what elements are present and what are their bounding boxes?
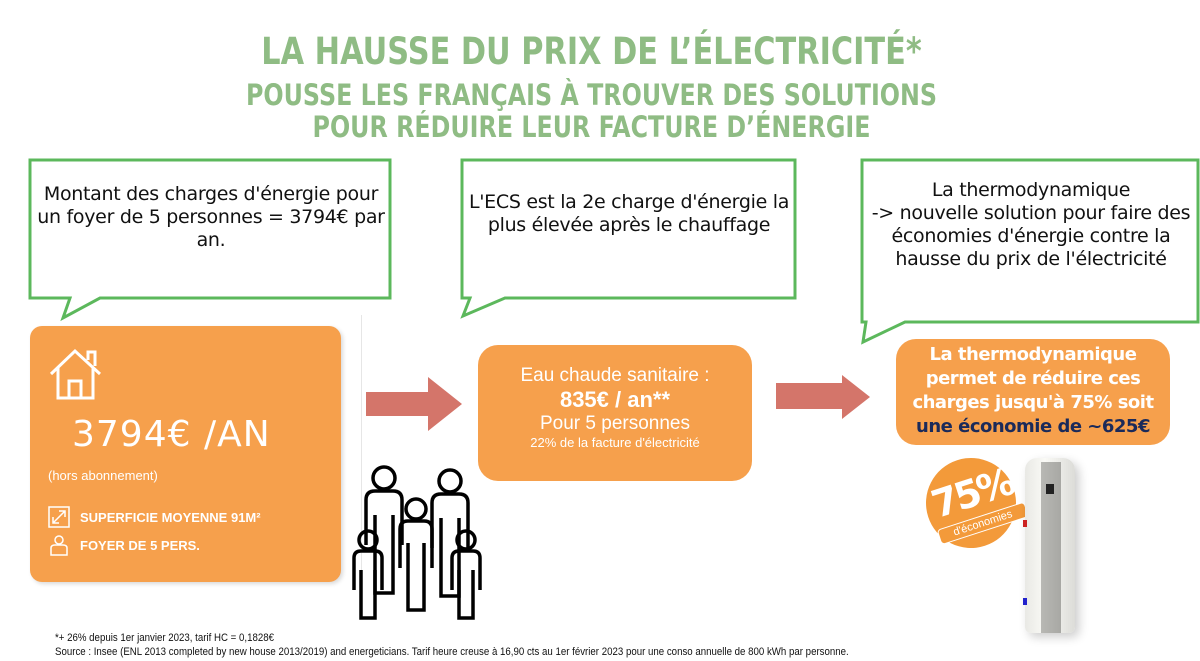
surface-label: SUPERFICIE MOYENNE 91M²: [80, 509, 261, 525]
callout-text-1: Montant des charges d'énergie pour un fo…: [37, 183, 385, 251]
callout-text-2: L'ECS est la 2e charge d'énergie la plus…: [468, 191, 790, 236]
callout-bubble-3: [860, 158, 1200, 345]
savings-amount: une économie de ~625€: [916, 416, 1150, 437]
callout-3-line-2: -> nouvelle solution pour faire des écon…: [871, 202, 1191, 270]
title-line-3: POUR RÉDUIRE LEUR FACTURE D’ÉNERGIE: [312, 110, 871, 144]
family-icon: [352, 465, 482, 620]
household-label: FOYER DE 5 PERS.: [80, 537, 200, 553]
person-icon: [50, 535, 68, 556]
savings-text: La thermodynamique permet de réduire ces…: [912, 344, 1154, 413]
divider: [361, 315, 362, 585]
arrow-right-2: [776, 375, 870, 419]
hot-water-cost: 835€ / an**: [559, 387, 671, 412]
arrow-right-1: [366, 377, 462, 431]
persons-label: Pour 5 personnes: [540, 413, 690, 434]
callout-bubble-1: [28, 158, 392, 322]
hot-water-label: Eau chaude sanitaire :: [520, 365, 710, 386]
energy-cost-card: 3794€ /AN (hors abonnement) SUPERFICIE M…: [30, 326, 341, 582]
footnote-source: Source : Insee (ENL 2013 completed by ne…: [55, 646, 849, 658]
callout-3-line-1: La thermodynamique: [931, 179, 1131, 201]
subscription-note: (hors abonnement): [48, 468, 158, 483]
annual-amount: 3794€ /AN: [72, 414, 271, 455]
bill-share: 22% de la facture d'électricité: [530, 435, 700, 450]
title-line-1: LA HAUSSE DU PRIX DE L’ÉLECTRICITÉ*: [261, 30, 922, 73]
callout-bubble-2: [460, 158, 797, 319]
resize-icon: [48, 506, 70, 528]
footnote-1: *+ 26% depuis 1er janvier 2023, tarif HC…: [55, 632, 275, 644]
hot-water-cost-box: Eau chaude sanitaire : 835€ / an** Pour …: [478, 345, 752, 481]
savings-box: La thermodynamique permet de réduire ces…: [896, 339, 1170, 445]
house-icon: [49, 348, 102, 400]
callout-text-3: La thermodynamique -> nouvelle solution …: [866, 179, 1196, 271]
title-line-2: POUSSE LES FRANÇAIS À TROUVER DES SOLUTI…: [245, 78, 938, 112]
water-heater-image: [1023, 458, 1075, 633]
